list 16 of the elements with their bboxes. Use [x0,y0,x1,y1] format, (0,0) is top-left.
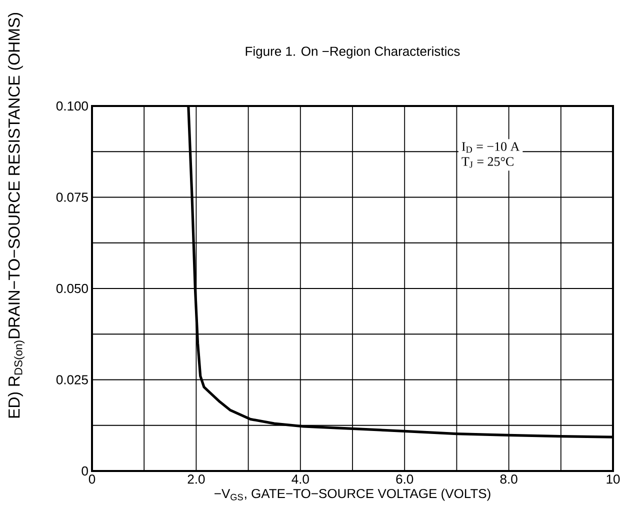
y-tick-label: 0.025 [56,375,88,384]
annotation: T$_{J}$ = 25°C [462,157,514,168]
y-tick-label: 0.050 [56,284,88,294]
x-tick-label: 10 [606,474,620,484]
y-axis-title: ED) R$_{DS(on)}$DRAIN−TO−SOURCE RESISTANCE (OHMS) [8,13,25,418]
x-tick-label: 8.0 [500,474,518,484]
chart-title: Figure 1. On −Region Characteristics [246,46,460,58]
x-tick-label: 0 [88,474,96,484]
x-tick-label: 4.0 [292,474,309,484]
y-tick-label: 0.100 [56,101,88,111]
annotation: I$_{D}$ = −10 A [462,142,520,153]
y-tick-label: 0 [82,466,88,476]
x-tick-label: 6.0 [396,474,414,484]
x-axis-title: −V$_{GS}$, GATE−TO−SOURCE VOLTAGE (VOLTS) [214,488,490,501]
x-tick-label: 2.0 [188,474,205,484]
y-tick-label: 0.075 [56,192,88,202]
